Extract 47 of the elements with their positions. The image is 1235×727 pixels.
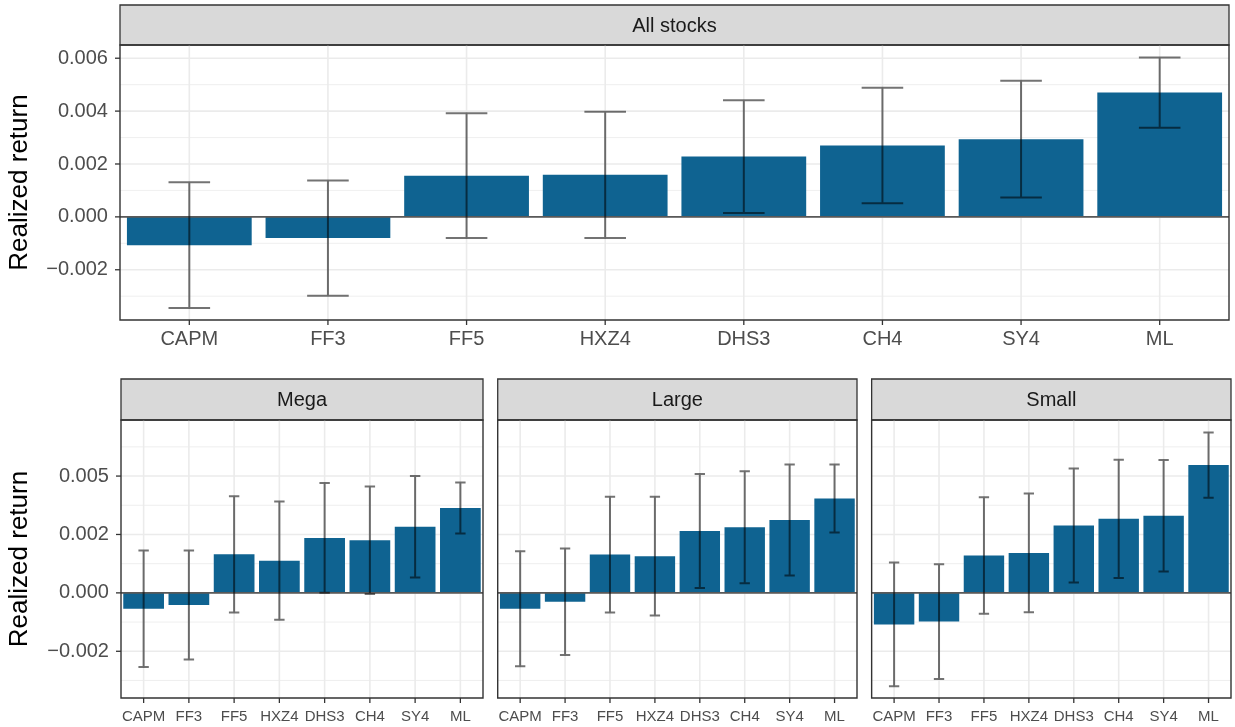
y-axis-title: Realized return bbox=[2, 94, 33, 271]
x-tick-label: FF3 bbox=[175, 707, 203, 725]
x-tick-label: SY4 bbox=[1002, 326, 1040, 349]
x-tick-label: CH4 bbox=[354, 707, 385, 725]
x-tick-label: FF3 bbox=[310, 326, 346, 349]
x-tick-label: CAPM bbox=[872, 707, 916, 725]
x-tick-label: CH4 bbox=[729, 707, 760, 725]
y-tick-label: 0.000 bbox=[58, 580, 109, 603]
x-tick-label: FF5 bbox=[596, 707, 624, 725]
x-tick-label: DHS3 bbox=[717, 326, 771, 349]
x-tick-label: CAPM bbox=[498, 707, 542, 725]
x-tick-label: HXZ4 bbox=[579, 326, 631, 349]
x-tick-label: ML bbox=[1198, 707, 1219, 725]
x-tick-label: CH4 bbox=[1103, 707, 1134, 725]
y-tick-label: 0.004 bbox=[57, 98, 108, 121]
y-tick-label: −0.002 bbox=[47, 638, 109, 661]
x-tick-label: HXZ4 bbox=[1009, 707, 1049, 725]
x-tick-label: ML bbox=[1145, 326, 1174, 349]
x-tick-label: FF5 bbox=[448, 326, 485, 349]
chart-title: All stocks bbox=[632, 13, 717, 36]
x-tick-label: FF3 bbox=[551, 707, 579, 725]
y-tick-label: 0.000 bbox=[57, 204, 108, 227]
x-tick-label: ML bbox=[824, 707, 845, 725]
chart-title: Mega bbox=[276, 388, 328, 411]
y-tick-label: 0.006 bbox=[57, 45, 108, 68]
y-tick-label: 0.005 bbox=[58, 463, 109, 486]
x-tick-label: FF5 bbox=[220, 707, 248, 725]
x-tick-label: FF3 bbox=[925, 707, 953, 725]
x-tick-label: CH4 bbox=[862, 326, 903, 349]
y-tick-label: 0.002 bbox=[58, 521, 109, 544]
chart-title: Large bbox=[651, 388, 703, 411]
x-tick-label: DHS3 bbox=[304, 707, 345, 725]
x-tick-label: SY4 bbox=[400, 707, 430, 725]
x-tick-label: CAPM bbox=[160, 326, 219, 349]
x-tick-label: HXZ4 bbox=[260, 707, 299, 725]
x-tick-label: DHS3 bbox=[1053, 707, 1094, 725]
x-tick-label: CAPM bbox=[121, 707, 166, 725]
x-tick-label: SY4 bbox=[775, 707, 804, 725]
x-tick-label: SY4 bbox=[1149, 707, 1178, 725]
y-axis-title: Realized return bbox=[2, 470, 33, 648]
x-tick-label: FF5 bbox=[970, 707, 998, 725]
y-tick-label: −0.002 bbox=[46, 257, 108, 280]
x-tick-label: DHS3 bbox=[679, 707, 720, 725]
chart-title: Small bbox=[1026, 388, 1077, 411]
y-tick-label: 0.002 bbox=[57, 151, 108, 174]
x-tick-label: ML bbox=[449, 707, 471, 725]
x-tick-label: HXZ4 bbox=[635, 707, 675, 725]
